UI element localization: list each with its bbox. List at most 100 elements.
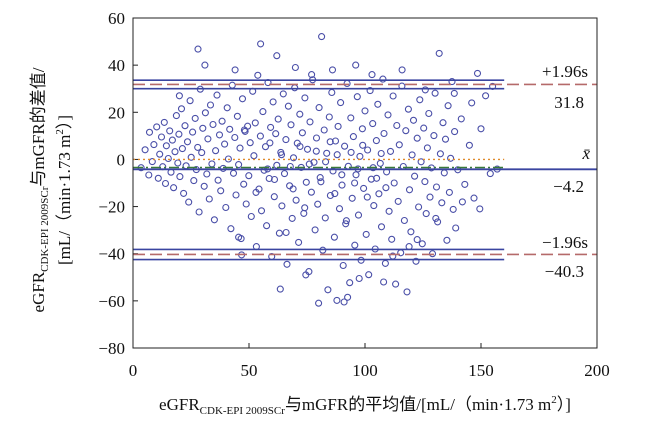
data-point (421, 86, 429, 94)
data-point (170, 184, 178, 192)
data-point (273, 52, 281, 60)
data-point (381, 259, 389, 267)
upper-loa-label: +1.96s (542, 62, 588, 81)
data-point (324, 286, 332, 294)
data-point (261, 143, 270, 151)
data-point (337, 99, 345, 107)
data-point (247, 212, 255, 221)
data-point (353, 93, 361, 101)
data-point (338, 181, 346, 189)
data-point (408, 151, 416, 159)
data-point (157, 133, 166, 141)
data-point (374, 100, 382, 108)
data-point (210, 216, 218, 224)
data-point (217, 187, 225, 195)
data-point (226, 125, 234, 133)
data-point (183, 138, 192, 146)
data-point (292, 196, 300, 204)
data-point (238, 95, 247, 103)
data-point (392, 280, 400, 288)
data-point (218, 117, 226, 125)
data-point (296, 142, 304, 151)
data-point (219, 164, 227, 172)
data-point (240, 180, 248, 188)
y-tick-label: 60 (108, 9, 125, 28)
data-point (224, 155, 232, 163)
data-point (435, 49, 443, 57)
data-point (312, 147, 320, 155)
data-point (425, 109, 433, 118)
data-point (288, 214, 296, 222)
data-point (276, 285, 284, 293)
data-point (411, 172, 419, 180)
data-point (457, 115, 465, 123)
data-point (344, 293, 352, 301)
data-point (450, 89, 458, 97)
x-axis-ticks: 0 50 100 150 200 (129, 343, 610, 380)
data-point (269, 98, 277, 106)
mean-value: −4.2 (553, 177, 584, 196)
data-point (274, 115, 282, 123)
data-point (306, 118, 314, 126)
data-point (328, 88, 336, 97)
data-point (320, 126, 328, 134)
data-point (452, 224, 460, 232)
data-point (356, 152, 364, 160)
scatter-points (137, 33, 501, 307)
data-point (342, 217, 350, 225)
data-point (301, 204, 309, 212)
y-tick-label: 40 (108, 56, 125, 75)
data-point (331, 190, 339, 198)
x-tick-label: 50 (241, 361, 258, 380)
data-point (148, 158, 156, 166)
data-point (295, 238, 303, 246)
data-point (228, 81, 236, 89)
data-point (168, 136, 176, 144)
data-point (379, 75, 387, 83)
data-point (205, 195, 213, 203)
data-point (287, 121, 295, 129)
data-point (385, 207, 393, 215)
data-point (187, 153, 195, 161)
data-point (172, 112, 180, 120)
data-point (431, 89, 439, 97)
y-tick-label: −60 (98, 292, 125, 311)
data-point (434, 218, 442, 226)
data-point (257, 40, 265, 48)
data-point (175, 130, 183, 138)
data-point (282, 136, 290, 144)
data-point (436, 150, 444, 158)
data-point (231, 66, 239, 74)
x-tick-label: 100 (352, 361, 378, 380)
data-point (200, 182, 208, 190)
data-point (203, 170, 211, 178)
data-point (339, 261, 347, 270)
data-point (175, 92, 183, 100)
data-point (430, 132, 438, 140)
data-point (330, 233, 338, 241)
data-point (323, 149, 331, 157)
data-point (364, 146, 372, 154)
data-point (300, 209, 308, 217)
data-point (251, 119, 259, 127)
y-axis-ticks: 60 40 20 0 −20 −40 −60 −80 (98, 9, 138, 358)
data-point (333, 151, 341, 159)
data-point (154, 174, 162, 182)
data-point (400, 216, 408, 225)
data-point (413, 134, 421, 142)
data-point (328, 66, 337, 74)
data-point (377, 223, 386, 231)
data-point (186, 97, 194, 105)
data-point (317, 178, 325, 186)
data-point (461, 180, 469, 188)
data-point (458, 198, 466, 206)
data-point (272, 130, 280, 138)
data-point (246, 139, 254, 147)
data-point (465, 141, 473, 149)
data-point (244, 122, 252, 130)
data-point (417, 158, 425, 166)
data-point (303, 145, 312, 153)
data-point (254, 71, 262, 79)
data-point (380, 278, 388, 286)
lower-loa-label: −1.96s (542, 233, 588, 252)
